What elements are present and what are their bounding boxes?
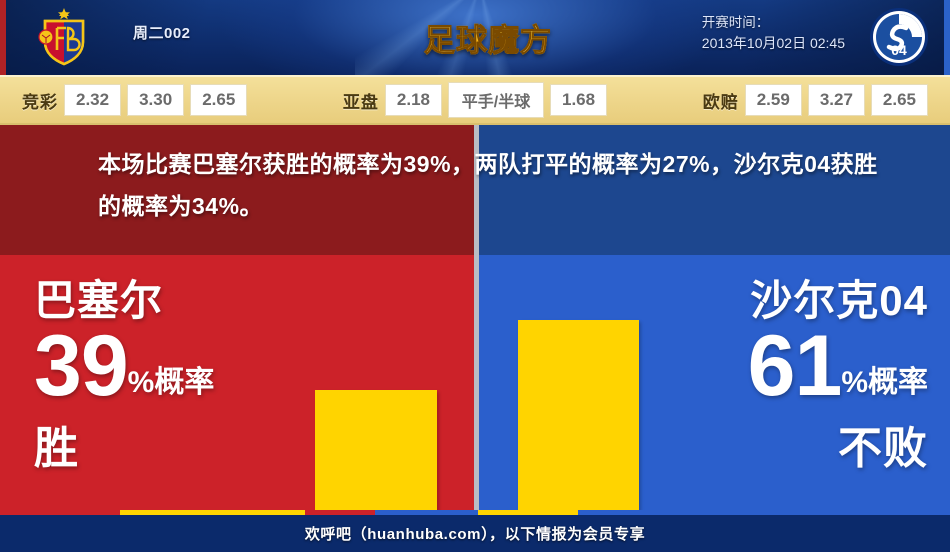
match-number: 周二002 — [133, 25, 191, 42]
svg-text:04: 04 — [891, 42, 907, 58]
away-percent-line: 61 %概率 — [747, 318, 928, 414]
away-probability-bar — [518, 320, 639, 510]
home-percent-suffix: %概率 — [127, 366, 215, 399]
home-team-stats: 巴塞尔 39 %概率 胜 — [34, 275, 214, 477]
odds-cell-yapan-away[interactable]: 1.68 — [550, 84, 608, 116]
home-percent-value: 39 — [34, 318, 129, 414]
summary-band — [0, 125, 950, 255]
odds-cell-oupei-draw[interactable]: 3.27 — [807, 84, 865, 116]
away-team-name: 沙尔克04 — [750, 277, 928, 324]
kickoff-value: 2013年10月02日 02:45 — [701, 35, 845, 51]
probability-summary-text: 本场比赛巴塞尔获胜的概率为39%，两队打平的概率为27%，沙尔克04获胜的概率为… — [98, 151, 878, 219]
header-light-rays — [355, 0, 605, 75]
away-outcome-label: 不败 — [838, 424, 928, 473]
summary-band-left — [0, 125, 478, 255]
odds-group-yapan: 亚盘 2.18 平手/半球 1.68 — [342, 82, 608, 118]
main-panel: 本场比赛巴塞尔获胜的概率为39%，两队打平的概率为27%，沙尔克04获胜的概率为… — [0, 125, 950, 510]
kickoff-time: 开赛时间： 2013年10月02日 02:45 — [702, 13, 845, 53]
away-percent-value: 61 — [747, 318, 843, 414]
home-percent-line: 39 %概率 — [34, 318, 215, 414]
footer-bar: 欢呼吧（huanhuba.com），以下情报为会员专享 — [0, 515, 950, 552]
footer-text: 欢呼吧（huanhuba.com），以下情报为会员专享 — [304, 526, 646, 543]
panel-divider — [474, 125, 479, 510]
odds-cell-jingcai-home[interactable]: 2.32 — [64, 84, 122, 116]
odds-cell-yapan-home[interactable]: 2.18 — [384, 84, 442, 116]
summary-band-right — [478, 125, 950, 255]
home-outcome-label: 胜 — [34, 424, 79, 473]
home-team-name: 巴塞尔 — [34, 277, 164, 324]
odds-bar: 竞彩 2.32 3.30 2.65 亚盘 2.18 平手/半球 1.68 欧赔 … — [0, 75, 950, 125]
odds-cell-oupei-home[interactable]: 2.59 — [744, 84, 802, 116]
site-logo-text: 足球魔方 — [424, 15, 552, 60]
footer-color-strip — [0, 510, 950, 515]
home-probability-bar — [315, 390, 437, 510]
kickoff-label: 开赛时间： — [701, 15, 770, 30]
odds-label-oupei: 欧赔 — [702, 92, 739, 112]
odds-cell-jingcai-away[interactable]: 2.65 — [190, 84, 248, 116]
odds-label-jingcai: 竞彩 — [22, 92, 58, 112]
odds-group-oupei: 欧赔 2.59 3.27 2.65 — [703, 84, 928, 116]
site-logo: 足球魔方 — [418, 14, 558, 60]
odds-label-yapan: 亚盘 — [342, 92, 379, 112]
odds-cell-oupei-away[interactable]: 2.65 — [870, 84, 928, 116]
odds-cell-yapan-handicap[interactable]: 平手/半球 — [448, 82, 544, 118]
header-edge-blue — [944, 0, 950, 75]
odds-group-jingcai: 竞彩 2.32 3.30 2.65 — [22, 84, 248, 116]
odds-cell-jingcai-draw[interactable]: 3.30 — [127, 84, 185, 116]
header-edge-red — [0, 0, 6, 75]
header-bar: 周二002 足球魔方 开赛时间： 2013年10月02日 02:45 04 — [0, 0, 950, 75]
away-percent-suffix: %概率 — [841, 366, 928, 399]
away-team-stats: 沙尔克04 61 %概率 不败 — [748, 275, 928, 477]
schalke-04-crest-icon: 04 — [868, 6, 930, 68]
fc-basel-crest-icon — [33, 6, 95, 68]
